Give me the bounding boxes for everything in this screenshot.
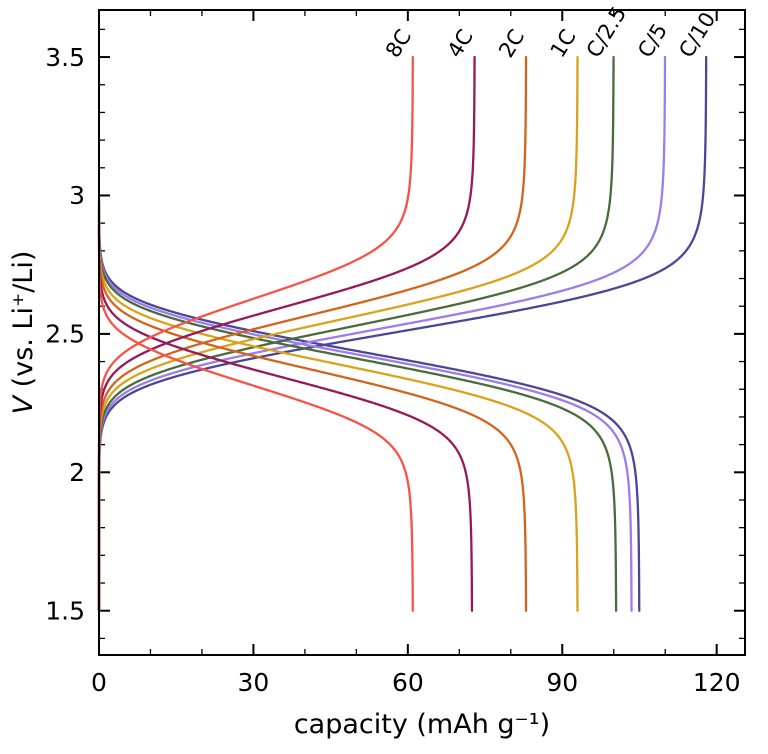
frame-rect	[98, 9, 746, 656]
charge-curve-C/5	[97, 55, 667, 612]
charge-curve-2C	[97, 55, 528, 612]
charge-curve-1C	[97, 55, 579, 612]
y-tick-label: 3	[69, 181, 85, 210]
plot-frame	[98, 9, 746, 656]
x-tick-label: 30	[238, 668, 270, 697]
x-tick-label: 120	[693, 668, 741, 697]
x-tick-label: 60	[392, 668, 424, 697]
discharge-curve-C/10	[97, 198, 641, 612]
discharge-curve-2C	[97, 214, 528, 612]
axis-text: 0 30 60 90 120 1.5 2 2.5 3 3.5 capacity (mAh g⁻¹) V…	[8, 43, 741, 740]
y-tick-label: 1.5	[45, 596, 85, 625]
discharge-curve-8C	[97, 231, 414, 612]
x-tick-label: 0	[91, 668, 107, 697]
charge-curve-C/2.5	[97, 55, 615, 612]
x-tick-label: 90	[546, 668, 578, 697]
discharge-curve-C/2.5	[97, 203, 618, 612]
charge-curve-C/10	[97, 55, 708, 612]
y-tick-label: 2.5	[45, 320, 85, 349]
discharge-curve-C/5	[97, 201, 633, 612]
curves	[97, 55, 708, 612]
discharge-curve-4C	[97, 223, 474, 612]
charge-curve-4C	[97, 55, 476, 612]
y-tick-label: 2	[69, 458, 85, 487]
y-axis-label: V (vs. Li⁺/Li)	[8, 251, 39, 415]
discharge-curve-1C	[97, 209, 579, 612]
charge-curve-8C	[97, 55, 414, 612]
x-axis-label: capacity (mAh g⁻¹)	[294, 709, 550, 740]
y-tick-label: 3.5	[45, 43, 85, 72]
